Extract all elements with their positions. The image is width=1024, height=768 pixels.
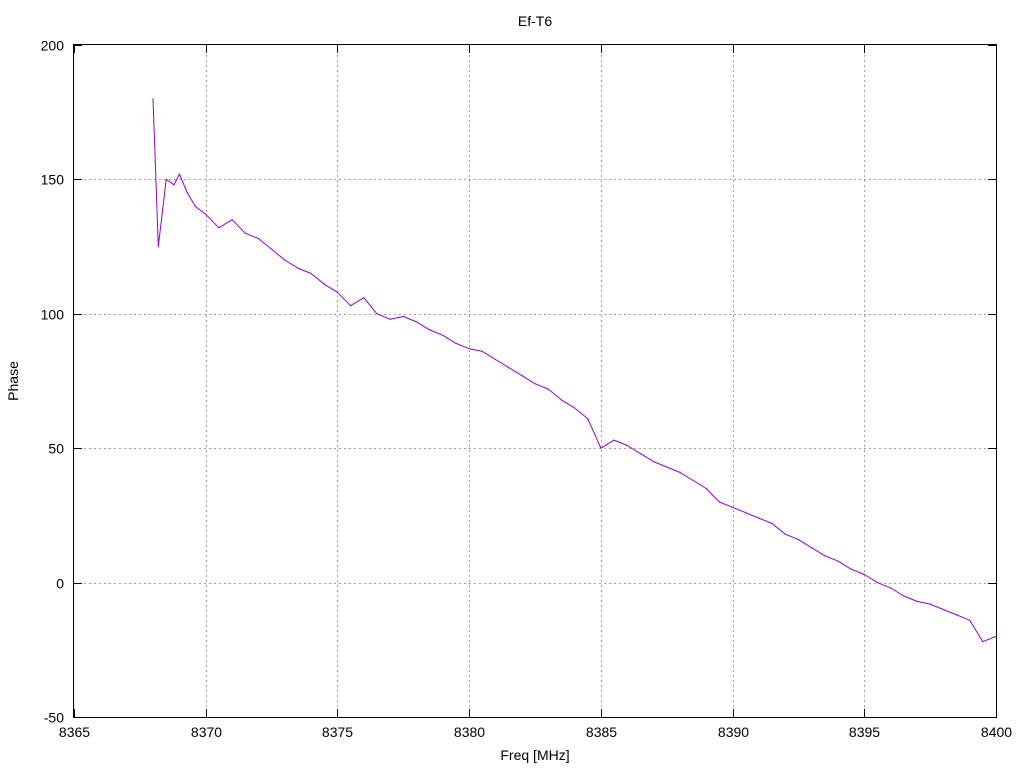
- x-tick-label: 8395: [849, 724, 880, 740]
- x-tick-label: 8380: [454, 724, 485, 740]
- data-point: [666, 466, 668, 468]
- data-point: [705, 487, 707, 490]
- data-point: [244, 232, 246, 234]
- data-point: [876, 582, 879, 584]
- data-point: [376, 313, 378, 315]
- data-point: [157, 246, 159, 248]
- data-point: [955, 614, 958, 616]
- data-point: [784, 533, 786, 535]
- data-point: [547, 388, 549, 390]
- data-point: [336, 291, 338, 293]
- data-point: [521, 375, 523, 377]
- data-point: [350, 305, 352, 307]
- data-point: [415, 321, 418, 323]
- data-point: [494, 358, 497, 361]
- y-tick-label: 100: [41, 307, 65, 323]
- data-point: [732, 506, 734, 508]
- data-point: [218, 227, 220, 229]
- data-point: [271, 248, 273, 250]
- y-tick-label: 50: [48, 441, 64, 457]
- data-point: [231, 219, 233, 221]
- y-tick-label: 150: [41, 172, 65, 188]
- data-point: [837, 560, 839, 562]
- series-line: [152, 98, 997, 643]
- plot-frame: [73, 44, 997, 718]
- data-point: [455, 342, 457, 344]
- data-point: [824, 555, 826, 557]
- data-point: [771, 522, 773, 525]
- data-point: [600, 447, 602, 449]
- data-point: [942, 608, 944, 611]
- data-point: [745, 512, 747, 514]
- data-point: [587, 418, 589, 420]
- x-tick-labels: 8365 8370 8375 8380 8385 8390 8395 8400: [59, 724, 1012, 740]
- y-axis-label: Phase: [5, 361, 21, 401]
- data-point: [797, 539, 800, 541]
- x-tick-label: 8365: [59, 724, 90, 740]
- x-tick-label: 8370: [191, 724, 222, 740]
- data-point: [442, 334, 444, 336]
- data-point: [323, 283, 325, 285]
- x-tick-label: 8375: [322, 724, 353, 740]
- data-point: [626, 444, 628, 447]
- data-point: [679, 471, 681, 473]
- y-tick-label: 200: [41, 38, 65, 54]
- data-point: [508, 367, 510, 369]
- ticks: [74, 45, 997, 718]
- data-point: [284, 259, 286, 261]
- data-point: [613, 439, 615, 441]
- data-point: [186, 192, 188, 194]
- data-point: [929, 603, 931, 605]
- data-point: [205, 213, 207, 215]
- data-point: [560, 399, 562, 401]
- grid: [74, 45, 996, 717]
- x-tick-label: 8385: [586, 724, 617, 740]
- data-point: [468, 348, 470, 350]
- data-point: [363, 297, 365, 299]
- data-point: [573, 407, 576, 409]
- data-point: [178, 173, 180, 175]
- y-tick-label: 0: [56, 576, 64, 592]
- data-point: [652, 461, 655, 463]
- data-point: [639, 453, 642, 455]
- data-point: [173, 184, 175, 186]
- y-tick-labels: -50 0 50 100 150 200: [41, 38, 65, 726]
- data-point: [718, 501, 721, 503]
- data-point: [982, 641, 984, 643]
- data-point: [152, 98, 154, 100]
- data-point: [194, 205, 196, 207]
- data-point: [916, 600, 918, 603]
- x-tick-label: 8390: [718, 724, 749, 740]
- data-point: [297, 267, 299, 269]
- data-point: [758, 517, 760, 519]
- data-point: [481, 350, 483, 352]
- data-point: [429, 329, 431, 331]
- x-tick-label: 8400: [981, 724, 1012, 740]
- data-point: [257, 237, 259, 240]
- data-point: [692, 479, 694, 482]
- chart-title: Ef-T6: [518, 13, 552, 29]
- x-axis-label: Freq [MHz]: [500, 747, 569, 763]
- data-point: [890, 587, 892, 589]
- data-point: [165, 178, 167, 180]
- data-point: [903, 595, 905, 597]
- data-point: [389, 318, 391, 320]
- y-tick-label: -50: [44, 710, 64, 726]
- data-point: [863, 573, 865, 576]
- data-point: [850, 568, 852, 570]
- data-point: [811, 547, 813, 549]
- data-point: [310, 272, 312, 275]
- data-point: [969, 619, 971, 621]
- data-point: [534, 383, 536, 385]
- data-point: [402, 315, 404, 318]
